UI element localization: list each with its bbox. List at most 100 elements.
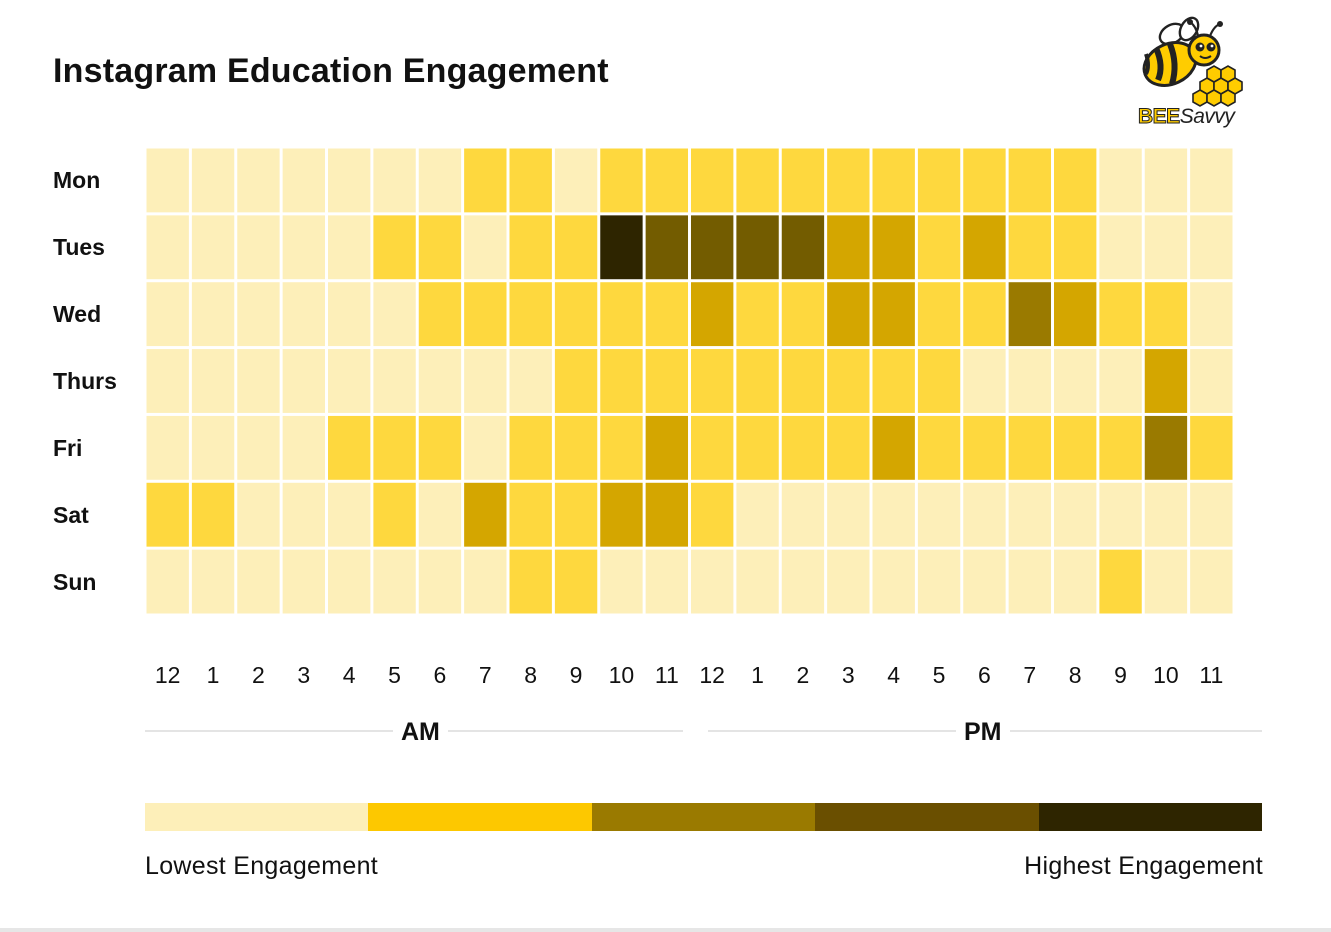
heatmap-cell-sun-0	[147, 550, 189, 614]
heatmap-cell-thurs-16	[873, 349, 915, 413]
heatmap-cell-sun-17	[918, 550, 960, 614]
heatmap-cell-tues-22	[1145, 215, 1187, 279]
heatmap-cell-sun-22	[1145, 550, 1187, 614]
am-label: AM	[393, 718, 448, 746]
heatmap-cell-mon-13	[736, 149, 778, 213]
hour-label-12: 12	[692, 662, 732, 688]
heatmap-cell-thurs-1	[192, 349, 234, 413]
heatmap-cell-fri-17	[918, 416, 960, 480]
heatmap-cell-sat-17	[918, 483, 960, 547]
heatmap-cell-mon-12	[691, 149, 733, 213]
heatmap-cell-sat-20	[1054, 483, 1096, 547]
heatmap-cell-thurs-10	[600, 349, 642, 413]
heatmap-cell-sat-18	[963, 483, 1005, 547]
heatmap-cell-thurs-12	[691, 349, 733, 413]
heatmap-cell-fri-7	[464, 416, 506, 480]
heatmap-cell-sun-9	[555, 550, 597, 614]
heatmap-cell-sat-9	[555, 483, 597, 547]
heatmap-cell-sat-21	[1099, 483, 1141, 547]
heatmap-cell-sat-12	[691, 483, 733, 547]
heatmap-cell-sun-13	[736, 550, 778, 614]
heatmap-cell-mon-11	[646, 149, 688, 213]
heatmap-cell-tues-12	[691, 215, 733, 279]
heatmap-cell-mon-23	[1190, 149, 1232, 213]
heatmap-cell-fri-20	[1054, 416, 1096, 480]
heatmap-cell-tues-0	[147, 215, 189, 279]
heatmap-cell-thurs-2	[237, 349, 279, 413]
heatmap-cell-tues-10	[600, 215, 642, 279]
hour-label-1: 1	[193, 662, 233, 688]
hour-label-2: 2	[238, 662, 278, 688]
heatmap-cell-fri-4	[328, 416, 370, 480]
heatmap-cell-fri-3	[283, 416, 325, 480]
hour-label-6: 6	[420, 662, 460, 688]
heatmap-cell-tues-18	[963, 215, 1005, 279]
heatmap-cell-wed-20	[1054, 282, 1096, 346]
heatmap-cell-tues-9	[555, 215, 597, 279]
heatmap-cell-mon-21	[1099, 149, 1141, 213]
heatmap-cell-tues-8	[510, 215, 552, 279]
heatmap-cell-mon-17	[918, 149, 960, 213]
heatmap-cell-thurs-5	[373, 349, 415, 413]
hour-label-17: 5	[919, 662, 959, 688]
heatmap-cell-wed-8	[510, 282, 552, 346]
heatmap-cell-thurs-7	[464, 349, 506, 413]
hour-label-11: 11	[647, 662, 687, 688]
heatmap-cell-thurs-4	[328, 349, 370, 413]
heatmap-cell-wed-7	[464, 282, 506, 346]
heatmap-cell-mon-1	[192, 149, 234, 213]
heatmap-cell-fri-21	[1099, 416, 1141, 480]
heatmap-cell-tues-3	[283, 215, 325, 279]
heatmap-cell-fri-12	[691, 416, 733, 480]
heatmap-cell-sun-23	[1190, 550, 1232, 614]
heatmap-cell-sun-6	[419, 550, 461, 614]
heatmap-cell-sat-7	[464, 483, 506, 547]
heatmap-cell-sat-14	[782, 483, 824, 547]
hour-label-0: 12	[148, 662, 188, 688]
heatmap-cell-tues-4	[328, 215, 370, 279]
legend-color-scale	[145, 803, 1262, 831]
heatmap-cell-wed-15	[827, 282, 869, 346]
legend-high-label: Highest Engagement	[1024, 851, 1263, 881]
heatmap-cell-fri-18	[963, 416, 1005, 480]
heatmap-cell-sun-7	[464, 550, 506, 614]
heatmap-cell-mon-22	[1145, 149, 1187, 213]
heatmap-cell-sat-13	[736, 483, 778, 547]
heatmap-cell-fri-19	[1009, 416, 1051, 480]
heatmap-cell-sun-1	[192, 550, 234, 614]
heatmap-cell-tues-16	[873, 215, 915, 279]
heatmap-cell-mon-2	[237, 149, 279, 213]
heatmap-cell-sun-14	[782, 550, 824, 614]
heatmap-cell-wed-17	[918, 282, 960, 346]
heatmap-cell-sat-10	[600, 483, 642, 547]
heatmap-cell-fri-10	[600, 416, 642, 480]
hour-label-21: 9	[1101, 662, 1141, 688]
heatmap-cell-sat-23	[1190, 483, 1232, 547]
hour-label-14: 2	[783, 662, 823, 688]
heatmap-cell-thurs-13	[736, 349, 778, 413]
heatmap-cell-tues-21	[1099, 215, 1141, 279]
heatmap-cell-thurs-3	[283, 349, 325, 413]
heatmap-cell-fri-22	[1145, 416, 1187, 480]
heatmap-cell-fri-5	[373, 416, 415, 480]
hour-label-23: 11	[1191, 662, 1231, 688]
heatmap-cell-wed-4	[328, 282, 370, 346]
heatmap-cell-wed-22	[1145, 282, 1187, 346]
heatmap-cell-fri-23	[1190, 416, 1232, 480]
heatmap-cell-mon-15	[827, 149, 869, 213]
heatmap-cell-sun-12	[691, 550, 733, 614]
heatmap-cell-tues-5	[373, 215, 415, 279]
heatmap-cell-thurs-9	[555, 349, 597, 413]
heatmap-cell-tues-23	[1190, 215, 1232, 279]
heatmap-cell-wed-11	[646, 282, 688, 346]
hour-label-22: 10	[1146, 662, 1186, 688]
hour-label-15: 3	[828, 662, 868, 688]
heatmap-cell-mon-9	[555, 149, 597, 213]
legend-segment-5	[1039, 803, 1262, 831]
heatmap-cell-thurs-11	[646, 349, 688, 413]
heatmap-cell-thurs-21	[1099, 349, 1141, 413]
hour-label-13: 1	[738, 662, 778, 688]
heatmap-cell-sun-8	[510, 550, 552, 614]
legend-segment-4	[815, 803, 1038, 831]
